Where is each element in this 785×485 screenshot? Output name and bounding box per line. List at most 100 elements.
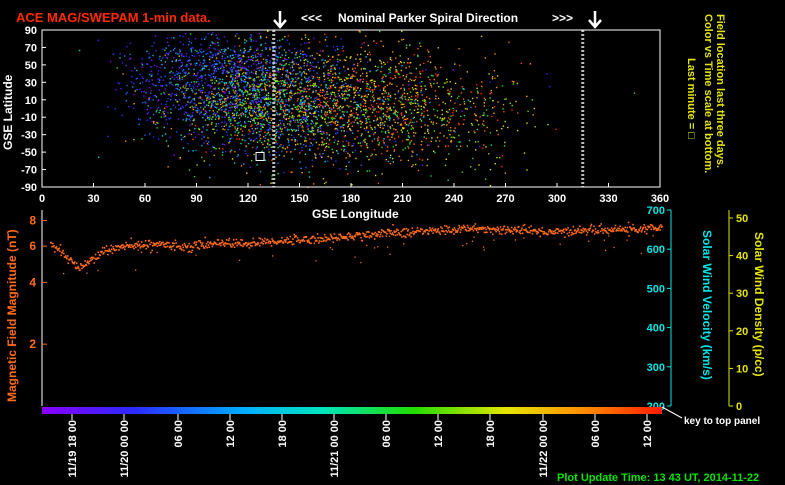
scatter-point [252, 101, 254, 103]
scatter-point [485, 178, 487, 180]
scatter-point [241, 139, 244, 141]
magnetic-point [549, 230, 552, 232]
scatter-point [267, 145, 270, 147]
scatter-point [233, 62, 236, 64]
scatter-point [268, 74, 271, 76]
scatter-point [247, 91, 249, 94]
scatter-point [179, 99, 181, 101]
scatter-point [293, 116, 295, 118]
key-pointer [661, 406, 683, 419]
magnetic-point [322, 237, 324, 240]
magnetic-point [392, 232, 394, 234]
scatter-point [322, 66, 325, 68]
scatter-point [164, 49, 166, 51]
scatter-point [254, 92, 257, 95]
scatter-point [402, 127, 404, 129]
scatter-point [513, 81, 515, 83]
scatter-point [157, 100, 159, 102]
scatter-point [366, 90, 368, 92]
scatter-point [176, 88, 178, 90]
scatter-point [423, 100, 426, 103]
scatter-point [323, 94, 326, 96]
scatter-point [400, 69, 402, 72]
scatter-point [233, 87, 235, 89]
scatter-point [410, 112, 413, 114]
scatter-point [283, 116, 285, 118]
scatter-point [237, 83, 239, 85]
scatter-point [243, 163, 245, 165]
scatter-point [288, 86, 291, 88]
scatter-point [262, 79, 264, 81]
scatter-point [244, 66, 246, 68]
scatter-point [327, 69, 329, 71]
scatter-point [269, 48, 271, 51]
scatter-point [398, 62, 400, 65]
magnetic-point [419, 230, 421, 233]
scatter-point [259, 184, 261, 186]
scatter-point [213, 154, 215, 157]
scatter-point [249, 88, 252, 90]
magnetic-point [646, 228, 649, 231]
scatter-point [355, 157, 357, 160]
scatter-point [385, 118, 388, 120]
scatter-point [153, 84, 155, 86]
scatter-point [306, 95, 308, 97]
scatter-point [184, 92, 186, 94]
scatter-point [314, 66, 316, 68]
scatter-point [209, 44, 212, 47]
scatter-point [188, 133, 190, 135]
magnetic-point [475, 228, 477, 230]
magnetic-point [317, 237, 319, 239]
magnetic-point [399, 234, 402, 236]
scatter-point [454, 63, 456, 65]
scatter-point [318, 114, 320, 116]
scatter-point [255, 85, 258, 87]
scatter-point [205, 78, 207, 80]
scatter-point [305, 118, 308, 121]
scatter-point [337, 129, 339, 131]
scatter-point [215, 34, 217, 36]
scatter-point [342, 45, 344, 48]
scatter-point [427, 130, 429, 132]
scatter-point [389, 71, 391, 73]
scatter-point [157, 73, 159, 75]
magnetic-point [291, 243, 294, 246]
scatter-point [293, 63, 295, 65]
scatter-point [208, 91, 210, 93]
scatter-point [221, 121, 223, 123]
scatter-point [332, 80, 334, 82]
scatter-point [249, 77, 251, 79]
scatter-point [284, 89, 286, 91]
scatter-point [300, 102, 302, 104]
magnetic-point [236, 244, 238, 247]
scatter-point [214, 43, 216, 45]
scatter-point [387, 160, 389, 163]
scatter-point [236, 155, 238, 158]
scatter-point [245, 110, 248, 113]
scatter-point [371, 111, 374, 114]
scatter-point [254, 90, 257, 92]
scatter-point [473, 113, 476, 115]
scatter-point [334, 72, 336, 74]
magnetic-point [471, 240, 474, 242]
scatter-point [170, 70, 172, 73]
scatter-point [259, 66, 261, 69]
magnetic-point [642, 226, 645, 229]
scatter-point [256, 93, 258, 95]
scatter-point [203, 59, 205, 62]
magnetic-point [577, 227, 579, 230]
magnetic-point [541, 227, 543, 229]
scatter-point [392, 51, 394, 53]
scatter-point [353, 142, 355, 145]
scatter-point [443, 123, 445, 126]
scatter-point [489, 168, 492, 171]
scatter-point [282, 111, 285, 113]
magnetic-point [138, 243, 141, 246]
scatter-point [231, 158, 234, 160]
scatter-point [267, 131, 270, 134]
scatter-point [467, 99, 470, 101]
scatter-point [157, 78, 159, 80]
magnetic-point [73, 262, 75, 265]
magnetic-point [276, 242, 279, 245]
scatter-point [289, 124, 291, 126]
